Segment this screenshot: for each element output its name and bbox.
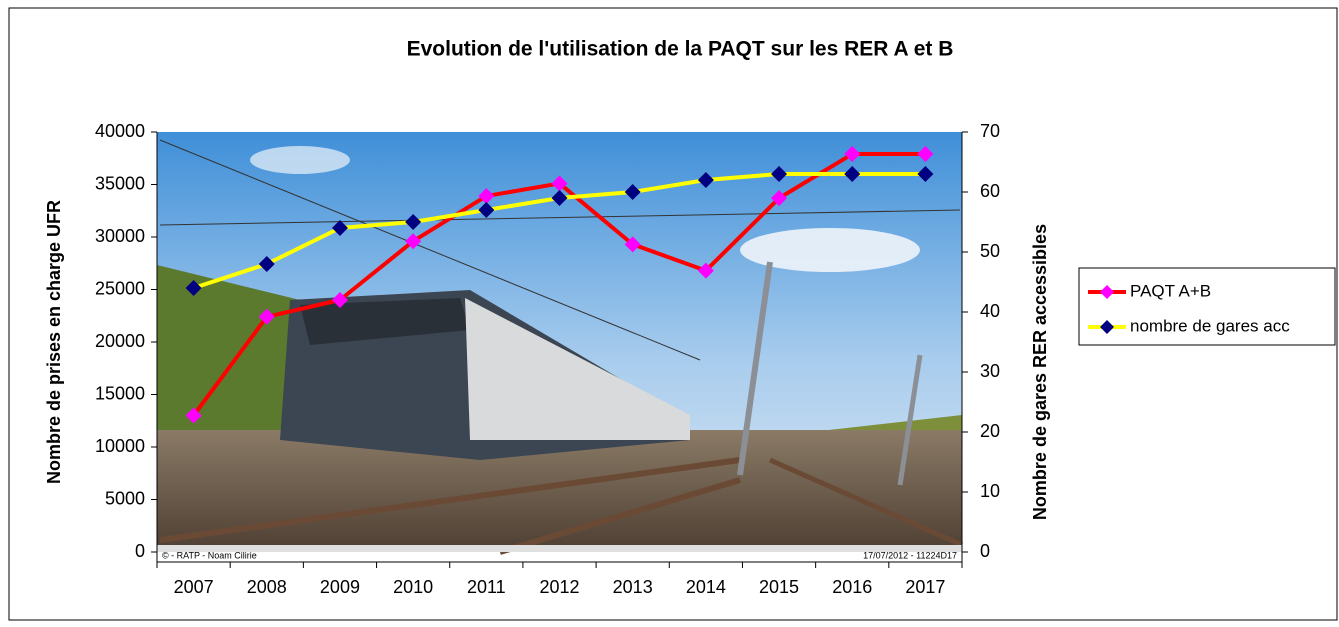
y2-tick-label: 0 (980, 541, 990, 561)
y2-tick-label: 40 (980, 301, 1000, 321)
x-tick-label: 2015 (759, 577, 799, 597)
x-tick-label: 2008 (247, 577, 287, 597)
x-tick-label: 2012 (539, 577, 579, 597)
x-tick-label: 2009 (320, 577, 360, 597)
caption: © - RATP - Noam Cilirie (162, 550, 257, 560)
y-tick-label: 30000 (95, 226, 145, 246)
y-axis-title: Nombre de prises en charge UFR (44, 200, 64, 484)
y-tick-label: 0 (135, 541, 145, 561)
x-tick-label: 2017 (905, 577, 945, 597)
y-tick-label: 15000 (95, 383, 145, 403)
y-tick-label: 25000 (95, 278, 145, 298)
y2-tick-label: 30 (980, 361, 1000, 381)
legend-label: PAQT A+B (1130, 281, 1211, 300)
x-tick-label: 2011 (467, 577, 506, 597)
y2-axis-title: Nombre de gares RER accessibles (1030, 224, 1050, 520)
y2-tick-label: 10 (980, 481, 1000, 501)
x-tick-label: 2013 (613, 577, 653, 597)
y2-tick-label: 50 (980, 241, 1000, 261)
x-tick-label: 2014 (686, 577, 726, 597)
caption: 17/07/2012 - 11224D17 (863, 550, 957, 560)
y2-tick-label: 20 (980, 421, 1000, 441)
y-tick-label: 10000 (95, 436, 145, 456)
chart: Evolution de l'utilisation de la PAQT su… (0, 0, 1339, 627)
y2-tick-label: 60 (980, 181, 1000, 201)
y-tick-label: 5000 (105, 488, 145, 508)
y-tick-label: 40000 (95, 121, 145, 141)
y-tick-label: 20000 (95, 331, 145, 351)
x-tick-label: 2016 (832, 577, 872, 597)
y2-tick-label: 70 (980, 121, 1000, 141)
x-tick-label: 2007 (174, 577, 214, 597)
y-tick-label: 35000 (95, 173, 145, 193)
chart-title: Evolution de l'utilisation de la PAQT su… (407, 38, 954, 61)
x-tick-label: 2010 (393, 577, 433, 597)
legend-label: nombre de gares acc (1130, 316, 1290, 335)
